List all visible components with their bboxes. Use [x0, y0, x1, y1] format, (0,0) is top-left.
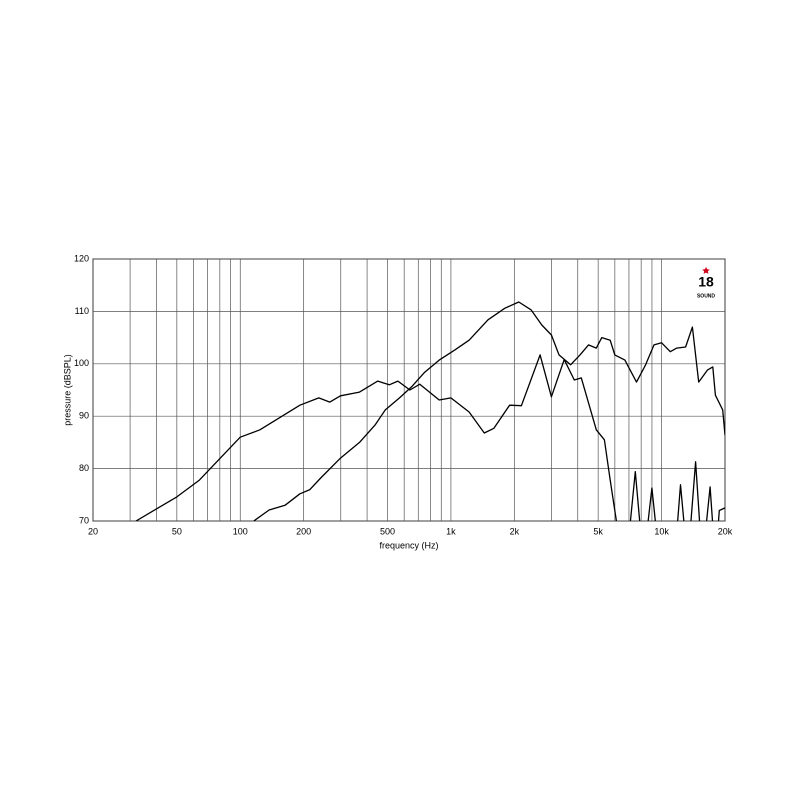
response-curve	[135, 354, 725, 521]
logo-subtitle: SOUND	[697, 293, 715, 299]
x-tick-label: 10k	[654, 526, 669, 536]
y-tick-label: 80	[79, 463, 89, 473]
logo-star	[702, 267, 710, 274]
grid	[92, 258, 726, 522]
x-tick-label: 2k	[510, 526, 520, 536]
logo-text: 18	[698, 274, 714, 290]
x-tick-label: 1k	[446, 526, 456, 536]
y-tick-label: 120	[74, 253, 89, 263]
x-tick-label: 20	[88, 526, 98, 536]
x-tick-label: 500	[380, 526, 395, 536]
x-tick-label: 5k	[593, 526, 603, 536]
logo: 18 SOUND	[697, 267, 715, 299]
y-axis-label: pressure (dBSPL)	[62, 354, 72, 426]
response-curve	[253, 301, 725, 521]
x-axis-label: frequency (Hz)	[379, 540, 438, 550]
y-tick-label: 70	[79, 515, 89, 525]
x-tick-label: 100	[233, 526, 248, 536]
x-tick-label: 20k	[718, 526, 733, 536]
y-tick-label: 90	[79, 411, 89, 421]
y-tick-label: 100	[74, 358, 89, 368]
x-tick-label: 200	[296, 526, 311, 536]
y-tick-label: 110	[75, 306, 89, 316]
x-tick-label: 50	[172, 526, 182, 536]
